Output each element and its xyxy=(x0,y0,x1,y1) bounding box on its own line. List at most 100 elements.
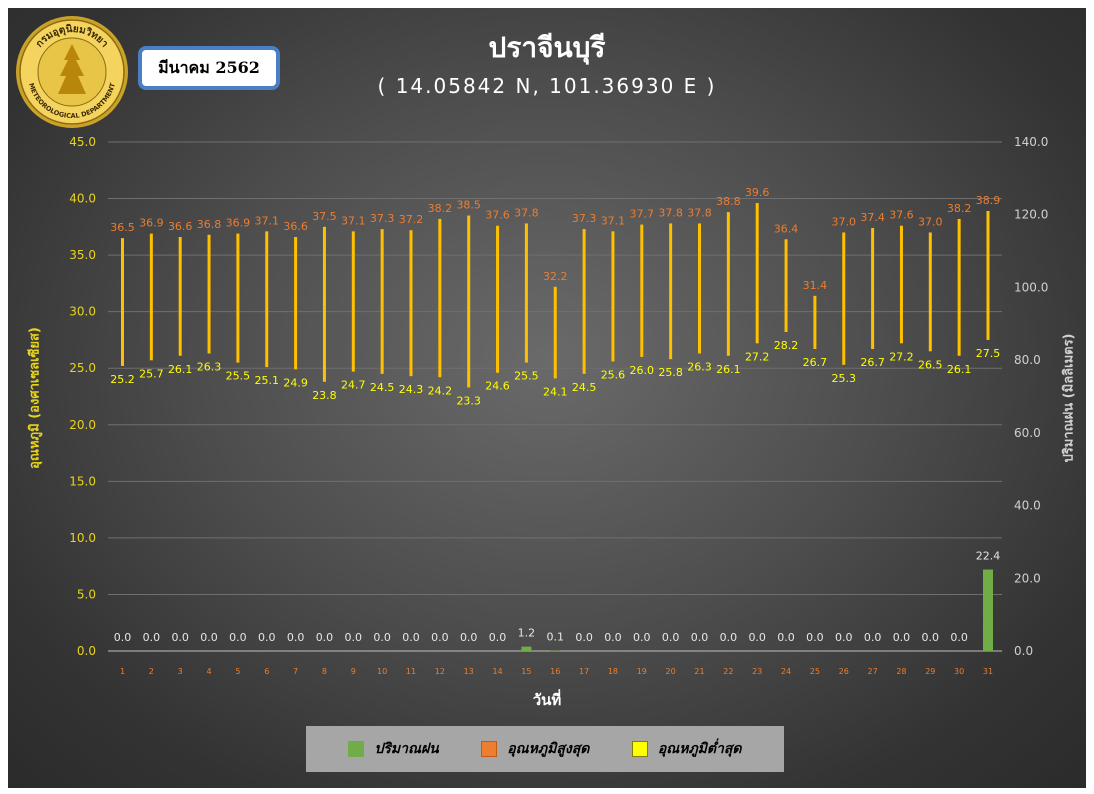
max-temp-data-label: 38.2 xyxy=(428,202,453,215)
max-temp-data-label: 37.1 xyxy=(341,214,366,227)
max-temp-data-label: 36.6 xyxy=(283,220,308,233)
left-axis-tick-label: 25.0 xyxy=(69,361,96,375)
legend-swatch-rain xyxy=(348,741,365,757)
min-temp-data-label: 25.1 xyxy=(255,374,280,387)
x-axis-tick-label: 16 xyxy=(550,667,560,676)
min-temp-data-label: 25.5 xyxy=(514,370,539,383)
min-temp-data-label: 27.5 xyxy=(976,347,1001,360)
max-temp-data-label: 32.2 xyxy=(543,270,568,283)
x-axis-tick-label: 22 xyxy=(723,667,733,676)
left-axis-tick-label: 40.0 xyxy=(69,192,96,206)
x-axis-tick-label: 17 xyxy=(579,667,589,676)
right-axis-tick-label: 20.0 xyxy=(1014,571,1041,585)
temperature-range-bar xyxy=(669,223,673,360)
min-temp-data-label: 24.7 xyxy=(341,379,366,392)
max-temp-data-label: 38.8 xyxy=(716,195,741,208)
x-axis-title: วันที่ xyxy=(532,691,562,709)
rain-data-label: 0.0 xyxy=(720,631,738,644)
x-axis-tick-label: 12 xyxy=(435,667,445,676)
x-axis-tick-label: 13 xyxy=(464,667,474,676)
rain-data-label: 0.0 xyxy=(604,631,622,644)
rain-data-label: 0.0 xyxy=(143,631,161,644)
left-axis-tick-label: 15.0 xyxy=(69,474,96,488)
rain-data-label: 0.0 xyxy=(633,631,651,644)
temperature-range-bar xyxy=(207,234,211,354)
temperature-range-bar xyxy=(899,225,903,344)
temperature-range-bar xyxy=(351,231,355,372)
left-axis-tick-label: 5.0 xyxy=(77,587,96,601)
meteorological-department-logo: กรมอุตุนิยมวิทยา METEOROLOGICAL DEPARTME… xyxy=(16,16,128,128)
legend-swatch-max-temp xyxy=(481,741,498,757)
max-temp-data-label: 36.9 xyxy=(226,217,251,230)
x-axis-tick-label: 23 xyxy=(752,667,762,676)
max-temp-data-label: 38.2 xyxy=(947,202,972,215)
left-axis-tick-label: 45.0 xyxy=(69,135,96,149)
legend-item-min-temp: อุณหภูมิต่ำสุด xyxy=(631,738,742,760)
temperature-range-bar xyxy=(698,223,701,354)
max-temp-data-label: 38.5 xyxy=(456,199,481,212)
min-temp-data-label: 25.3 xyxy=(832,372,857,385)
min-temp-data-label: 24.5 xyxy=(572,381,597,394)
rain-bar xyxy=(550,650,561,652)
min-temp-data-label: 25.7 xyxy=(139,367,164,380)
min-temp-data-label: 24.6 xyxy=(485,380,510,393)
left-axis-tick-label: 10.0 xyxy=(69,531,96,545)
max-temp-data-label: 37.0 xyxy=(918,215,943,228)
legend-label-rain: ปริมาณฝน xyxy=(374,741,439,757)
rain-data-label: 1.2 xyxy=(518,627,536,640)
rain-data-label: 0.0 xyxy=(777,631,795,644)
x-axis-tick-label: 24 xyxy=(781,667,791,676)
x-axis-tick-label: 11 xyxy=(406,667,416,676)
legend-label-min-temp: อุณหภูมิต่ำสุด xyxy=(657,741,742,757)
x-axis-tick-label: 26 xyxy=(839,667,849,676)
left-axis-title: อุณหภูมิ (องศาเซลเซียส) xyxy=(27,327,43,469)
temperature-range-bar xyxy=(784,239,788,333)
right-axis-tick-label: 60.0 xyxy=(1014,426,1041,440)
temperature-range-bar xyxy=(294,237,298,370)
x-axis-tick-label: 8 xyxy=(322,667,327,676)
max-temp-data-label: 37.1 xyxy=(601,214,626,227)
rain-data-label: 0.0 xyxy=(691,631,709,644)
max-temp-data-label: 39.6 xyxy=(745,186,770,199)
chart-subtitle-coordinates: ( 14.05842 N, 101.36930 E ) xyxy=(377,74,717,98)
min-temp-data-label: 24.5 xyxy=(370,381,395,394)
rain-data-label: 0.0 xyxy=(835,631,853,644)
min-temp-data-label: 23.8 xyxy=(312,389,337,402)
temperature-range-bar xyxy=(986,210,990,340)
rain-data-label: 0.0 xyxy=(662,631,680,644)
max-temp-data-label: 31.4 xyxy=(803,279,828,292)
rain-bar xyxy=(521,646,532,651)
temperature-range-bar xyxy=(957,218,961,356)
right-axis-tick-label: 120.0 xyxy=(1014,208,1048,222)
temperature-range-bar xyxy=(121,238,124,366)
temperature-range-bar xyxy=(755,203,759,344)
x-axis-tick-label: 10 xyxy=(377,667,387,676)
max-temp-data-label: 37.4 xyxy=(860,211,885,224)
min-temp-data-label: 25.6 xyxy=(601,368,626,381)
max-temp-data-label: 37.8 xyxy=(658,206,683,219)
rain-data-label: 0.0 xyxy=(864,631,882,644)
x-axis-tick-label: 9 xyxy=(351,667,356,676)
chart-background xyxy=(8,8,1086,788)
x-axis-tick-label: 15 xyxy=(521,667,531,676)
rain-data-label: 22.4 xyxy=(976,550,1001,563)
min-temp-data-label: 25.5 xyxy=(226,370,251,383)
temperature-range-bar xyxy=(236,233,240,363)
x-axis-tick-label: 2 xyxy=(149,667,154,676)
rain-data-label: 0.0 xyxy=(258,631,276,644)
rain-data-label: 0.0 xyxy=(489,631,507,644)
temperature-range-bar xyxy=(726,212,730,356)
rain-data-label: 0.0 xyxy=(171,631,189,644)
rain-data-label: 0.0 xyxy=(114,631,132,644)
rain-data-label: 0.0 xyxy=(748,631,766,644)
x-axis-tick-label: 27 xyxy=(868,667,878,676)
x-axis-tick-label: 5 xyxy=(235,667,240,676)
legend-swatch-min-temp xyxy=(631,741,648,757)
rain-data-label: 0.0 xyxy=(922,631,940,644)
rain-data-label: 0.0 xyxy=(806,631,824,644)
max-temp-data-label: 37.1 xyxy=(255,214,280,227)
max-temp-data-label: 36.8 xyxy=(197,218,222,231)
max-temp-data-label: 36.9 xyxy=(139,217,164,230)
min-temp-data-label: 24.2 xyxy=(428,384,453,397)
rain-bar xyxy=(983,569,993,651)
